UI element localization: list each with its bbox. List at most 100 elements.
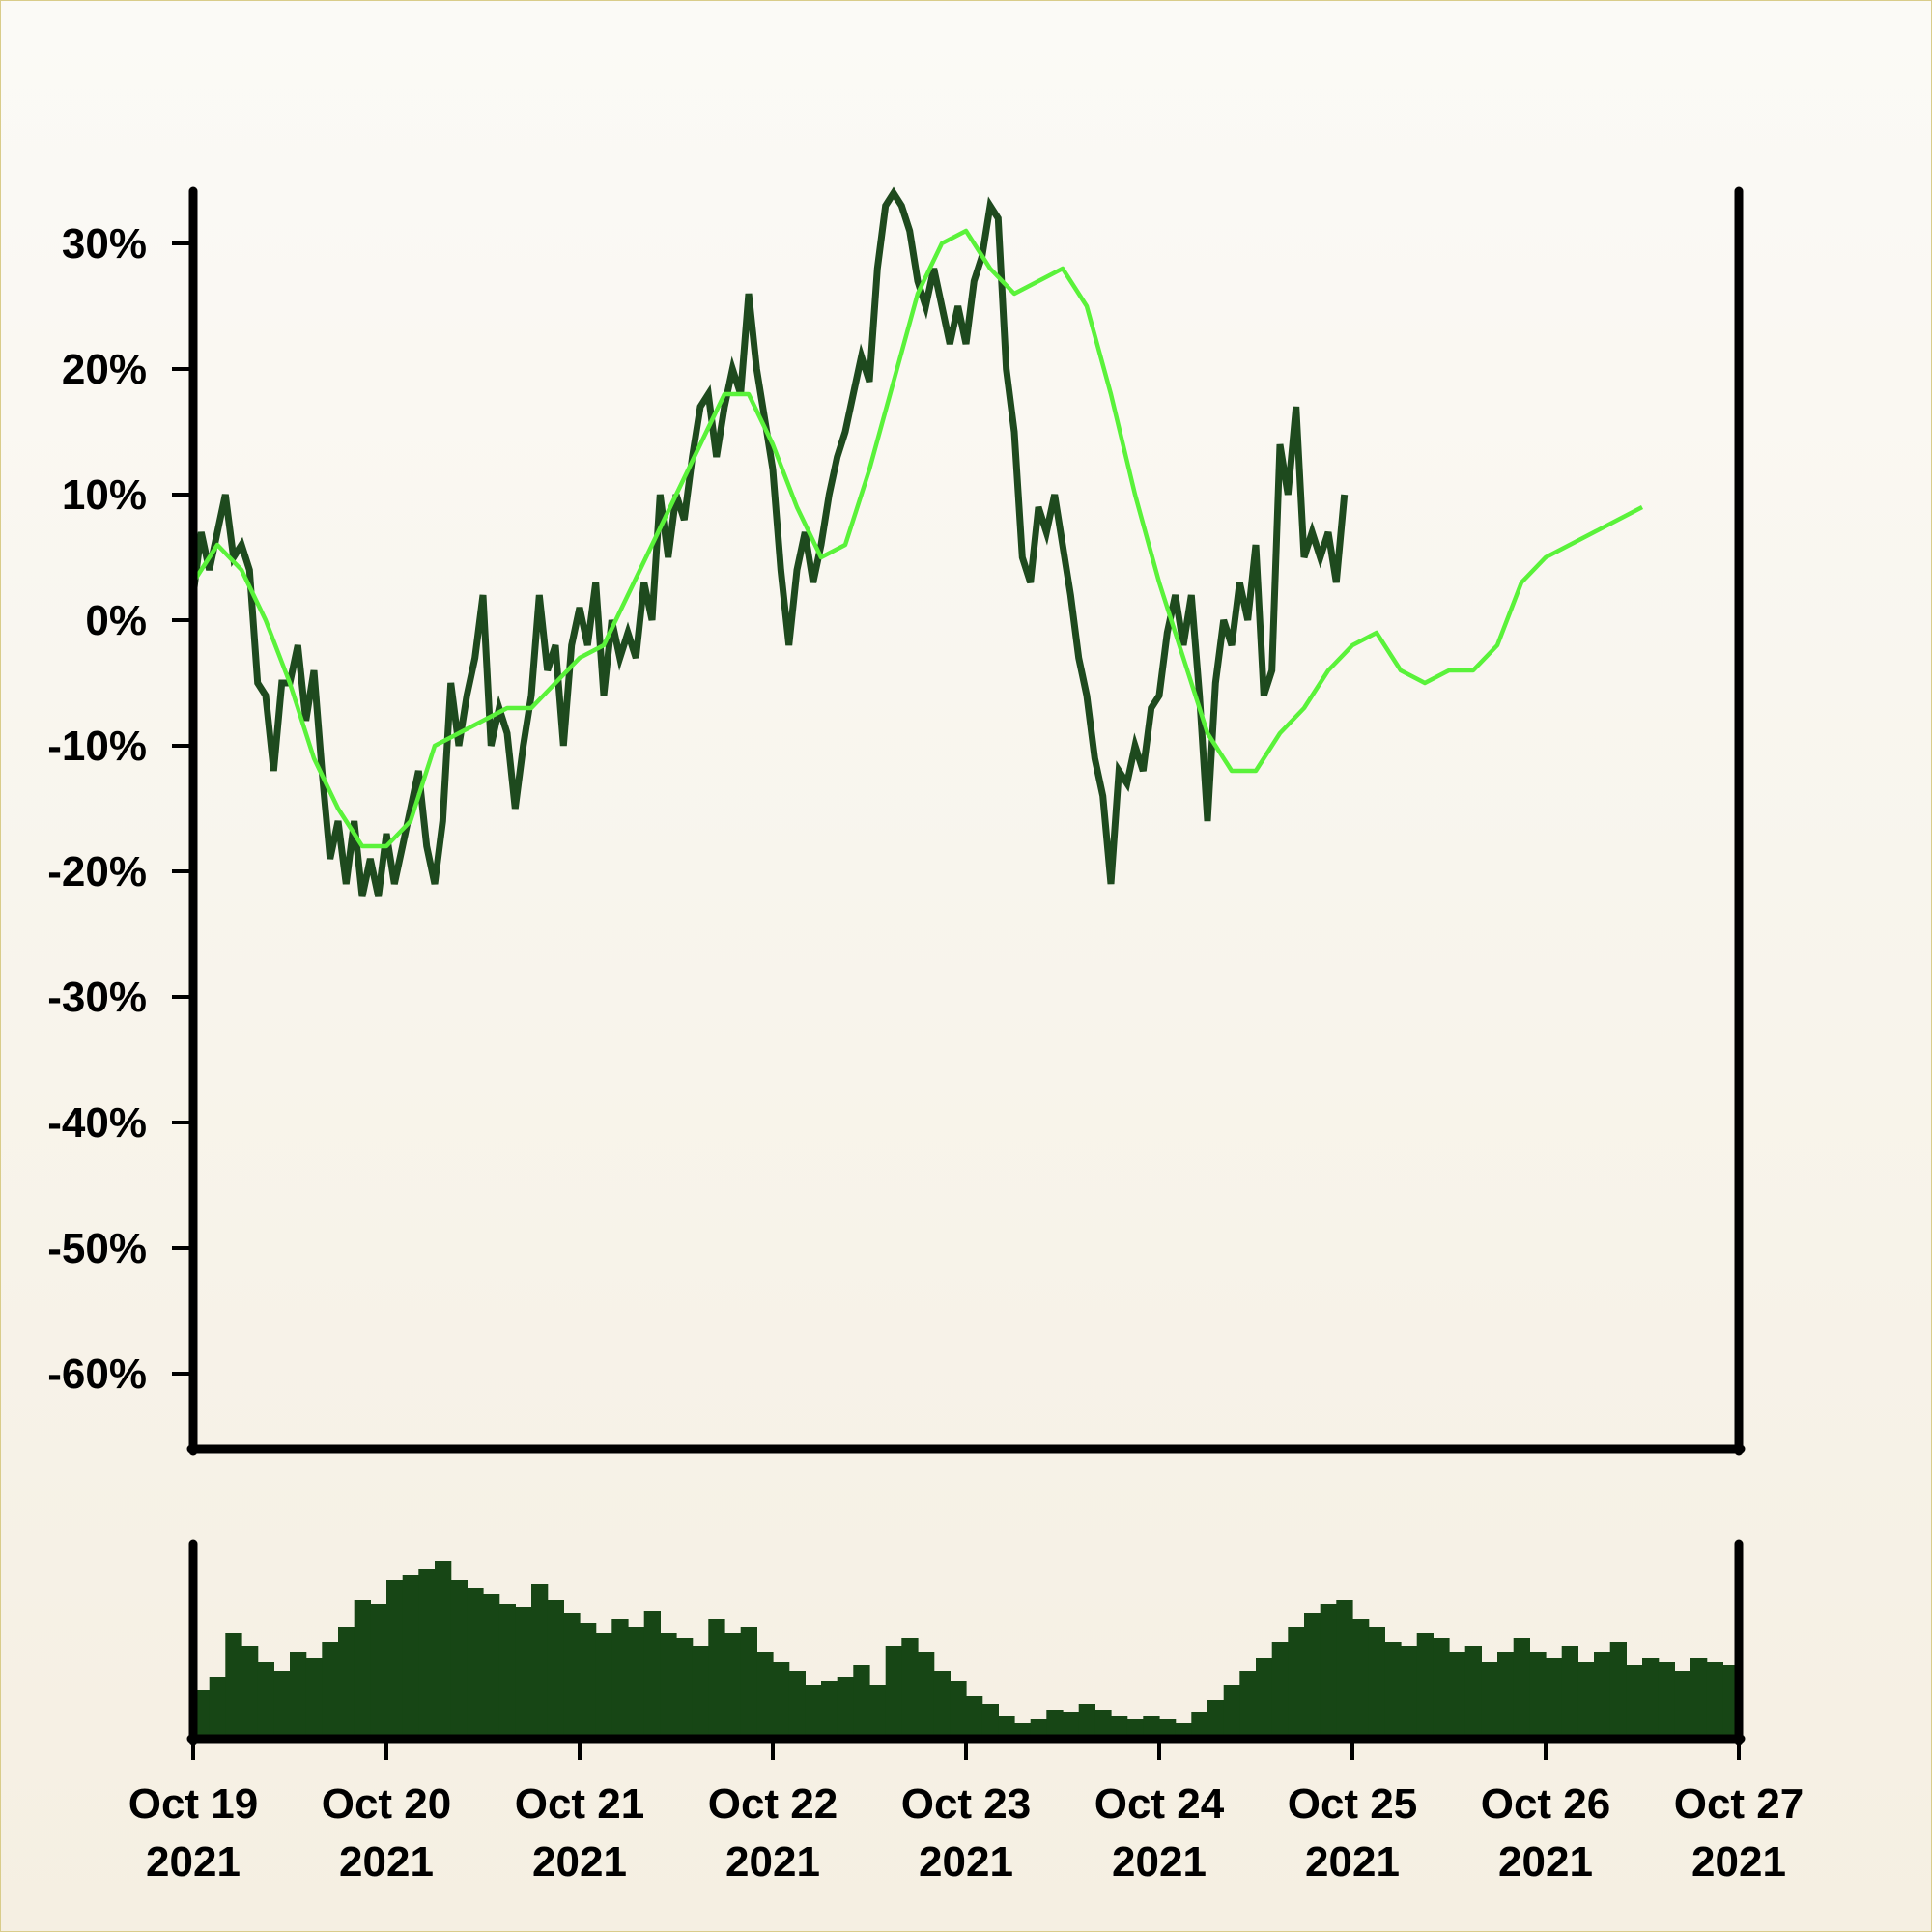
- volume-bar: [498, 1604, 516, 1739]
- volume-bar: [1690, 1658, 1708, 1739]
- volume-bar: [1626, 1665, 1643, 1739]
- y-tick-label: -40%: [47, 1099, 147, 1147]
- volume-bar: [1256, 1658, 1273, 1739]
- volume-bar: [1706, 1662, 1723, 1739]
- volume-bar: [1063, 1712, 1080, 1739]
- volume-bar: [901, 1638, 919, 1739]
- x-tick-label-year: 2021: [1498, 1838, 1593, 1886]
- volume-bar: [966, 1696, 983, 1739]
- x-tick-label-date: Oct 23: [901, 1780, 1032, 1828]
- volume-bar: [450, 1580, 468, 1739]
- volume-bar: [998, 1716, 1015, 1739]
- volume-bar: [1449, 1652, 1466, 1739]
- volume-bar: [1368, 1627, 1385, 1739]
- volume-bar: [1674, 1671, 1691, 1739]
- x-tick-label-date: Oct 24: [1094, 1780, 1225, 1828]
- y-tick-label: -50%: [47, 1225, 147, 1272]
- volume-bar: [547, 1600, 564, 1739]
- volume-bar: [1191, 1712, 1208, 1739]
- volume-bar: [1513, 1638, 1530, 1739]
- volume-bar: [435, 1561, 452, 1739]
- volume-bar: [773, 1662, 790, 1739]
- volume-bar: [1208, 1700, 1225, 1739]
- volume-bar: [1223, 1685, 1240, 1739]
- x-tick-label-year: 2021: [1112, 1838, 1207, 1886]
- volume-bar: [821, 1681, 838, 1739]
- volume-bar: [643, 1611, 661, 1739]
- volume-bar: [1046, 1710, 1064, 1739]
- volume-bar: [257, 1662, 274, 1739]
- volume-bar: [1546, 1658, 1563, 1739]
- volume-bar: [918, 1652, 935, 1739]
- y-tick-label: 20%: [62, 346, 147, 393]
- x-tick-label-date: Oct 19: [128, 1780, 259, 1828]
- volume-bar: [788, 1671, 806, 1739]
- volume-bar: [1271, 1642, 1289, 1739]
- volume-bar: [338, 1627, 355, 1739]
- volume-bar: [1094, 1710, 1112, 1739]
- y-axis-ticks: 30% 20% 10% 0% -10% -20% -30% -40% -50% -60%: [47, 220, 193, 1398]
- x-tick-label-date: Oct 27: [1674, 1780, 1804, 1828]
- volume-bar: [1239, 1671, 1257, 1739]
- volume-bars: [193, 1561, 1740, 1739]
- volume-bar: [692, 1646, 709, 1739]
- volume-bar: [853, 1665, 870, 1739]
- x-tick-label-year: 2021: [919, 1838, 1013, 1886]
- volume-bar: [1481, 1662, 1498, 1739]
- volume-bar: [386, 1580, 404, 1739]
- volume-bar: [1304, 1613, 1321, 1739]
- x-tick-label-year: 2021: [339, 1838, 434, 1886]
- volume-bar: [1658, 1662, 1675, 1739]
- volume-bar: [595, 1633, 612, 1739]
- volume-bar: [1159, 1719, 1177, 1739]
- x-tick-label-year: 2021: [1691, 1838, 1786, 1886]
- volume-bar: [1030, 1719, 1047, 1739]
- volume-bar: [1577, 1662, 1595, 1739]
- y-tick-label: 30%: [62, 220, 147, 268]
- volume-bar: [869, 1685, 887, 1739]
- volume-bar: [676, 1638, 694, 1739]
- volume-bar: [273, 1671, 291, 1739]
- volume-bar: [1384, 1642, 1402, 1739]
- x-tick-label-date: Oct 21: [515, 1780, 645, 1828]
- y-tick-label: -60%: [47, 1350, 147, 1398]
- volume-bar: [467, 1588, 484, 1739]
- x-tick-label-year: 2021: [725, 1838, 820, 1886]
- x-axis-ticks: Oct 19 2021 Oct 20 2021 Oct 21 2021 Oct 22 2021…: [128, 1739, 1804, 1886]
- volume-bar: [242, 1646, 259, 1739]
- volume-bar: [1288, 1627, 1305, 1739]
- volume-bar: [305, 1658, 323, 1739]
- x-tick-label-date: Oct 25: [1288, 1780, 1418, 1828]
- volume-bar: [660, 1633, 677, 1739]
- volume-bar: [1464, 1646, 1482, 1739]
- volume-bar: [1609, 1642, 1627, 1739]
- x-tick-label-date: Oct 20: [322, 1780, 452, 1828]
- moving-average-line: [191, 228, 1644, 849]
- x-tick-label-year: 2021: [1305, 1838, 1400, 1886]
- volume-bar: [531, 1584, 549, 1739]
- volume-bar: [354, 1600, 371, 1739]
- volume-bar: [885, 1646, 902, 1739]
- volume-bar: [950, 1681, 967, 1739]
- x-tick-label-date: Oct 26: [1481, 1780, 1611, 1828]
- y-tick-label: 0%: [85, 597, 147, 644]
- y-tick-label: -30%: [47, 974, 147, 1021]
- volume-bar: [1352, 1619, 1370, 1739]
- volume-bar: [933, 1671, 951, 1739]
- volume-bar: [805, 1685, 822, 1739]
- volume-bar: [1143, 1716, 1160, 1739]
- volume-bar: [1594, 1652, 1611, 1739]
- volume-bar: [418, 1569, 436, 1739]
- volume-bar: [1433, 1638, 1450, 1739]
- volume-bar: [1416, 1633, 1434, 1739]
- volume-bar: [563, 1613, 581, 1739]
- volume-bar: [611, 1619, 629, 1739]
- volume-bar: [1561, 1646, 1578, 1739]
- volume-bar: [724, 1633, 742, 1739]
- volume-bar: [756, 1652, 774, 1739]
- volume-bar: [290, 1652, 307, 1739]
- volume-bar: [628, 1627, 645, 1739]
- y-tick-label: -10%: [47, 723, 147, 770]
- volume-bar: [322, 1642, 339, 1739]
